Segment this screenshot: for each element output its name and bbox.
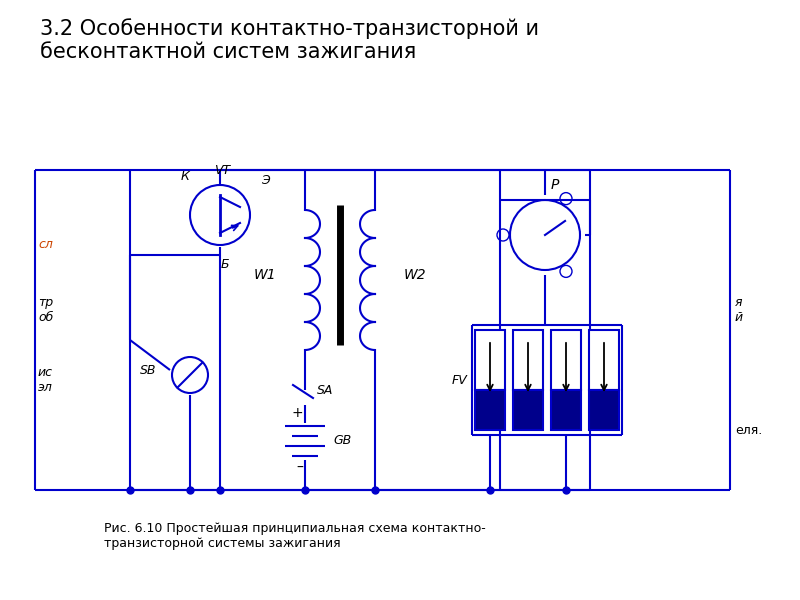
Text: VТ: VТ [214,163,230,176]
Text: еля.: еля. [735,424,762,437]
Bar [551,330,581,390]
Bar [475,330,505,390]
Text: +: + [291,406,303,420]
Text: FV: FV [452,373,468,386]
Text: Рис. 6.10 Простейшая принципиальная схема контактно-
транзисторной системы зажиг: Рис. 6.10 Простейшая принципиальная схем… [104,522,486,550]
Text: Э: Э [261,173,270,187]
Text: SA: SA [317,383,334,397]
Text: –: – [297,461,303,475]
Bar [513,390,543,430]
Text: сл: сл [38,238,53,251]
Text: 3.2 Особенности контактно-транзисторной и
бесконтактной систем зажигания: 3.2 Особенности контактно-транзисторной … [40,18,539,62]
Text: Р: Р [551,178,559,192]
Text: я
й: я й [735,296,743,324]
Text: К: К [181,170,190,184]
Text: SB: SB [140,364,157,377]
Bar [589,390,619,430]
Bar [513,330,543,390]
Text: W1: W1 [254,268,276,282]
Text: тр
об: тр об [38,296,54,324]
Bar [551,390,581,430]
Text: W2: W2 [404,268,426,282]
Bar [589,330,619,390]
Text: GB: GB [333,433,351,446]
Bar [475,390,505,430]
Text: ис
эл: ис эл [38,366,53,394]
Text: Б: Б [221,259,230,271]
